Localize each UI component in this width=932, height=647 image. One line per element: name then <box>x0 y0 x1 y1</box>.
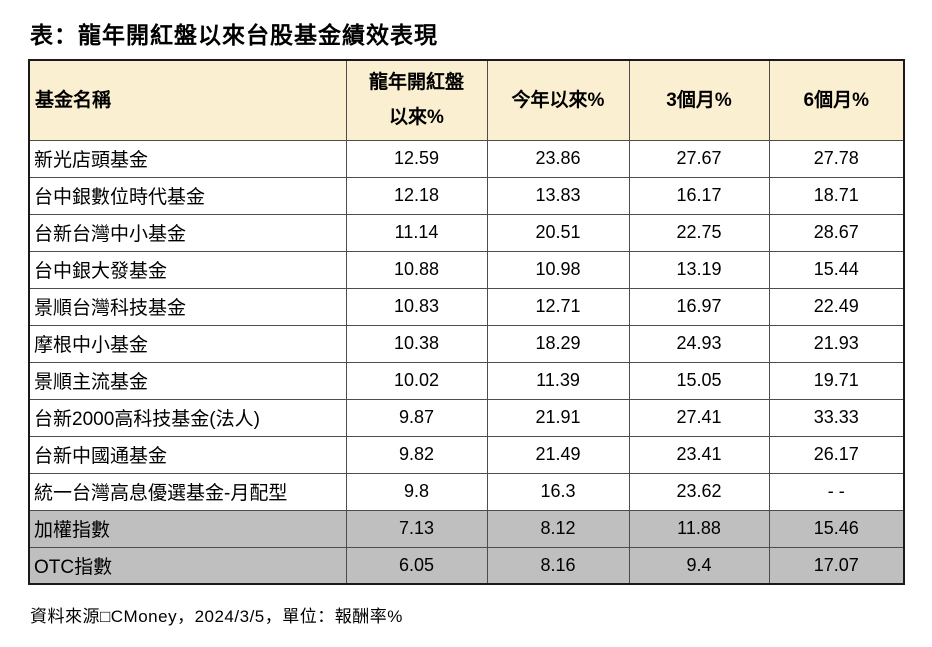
value-cell: 8.12 <box>486 509 630 548</box>
fund-name-cell: 台中銀大發基金 <box>28 250 347 289</box>
table-row: 台中銀數位時代基金 12.18 13.83 16.17 18.71 <box>28 176 905 215</box>
value-cell: 22.75 <box>628 213 770 252</box>
header-row: 基金名稱 龍年開紅盤 以來% 今年以來% 3個月% 6個月% <box>28 59 905 141</box>
value-cell: 22.49 <box>768 287 905 326</box>
value-cell: 13.19 <box>628 250 770 289</box>
value-cell: 16.3 <box>486 472 630 511</box>
value-cell: 12.71 <box>486 287 630 326</box>
value-cell: 10.88 <box>345 250 488 289</box>
value-cell: 12.18 <box>345 176 488 215</box>
value-cell: 21.93 <box>768 324 905 363</box>
value-cell: 11.14 <box>345 213 488 252</box>
index-name-cell: 加權指數 <box>28 509 347 548</box>
value-cell: 10.38 <box>345 324 488 363</box>
table-row: 景順主流基金 10.02 11.39 15.05 19.71 <box>28 361 905 400</box>
fund-performance-table: 基金名稱 龍年開紅盤 以來% 今年以來% 3個月% 6個月% 新光店頭基金 12… <box>28 59 905 585</box>
value-cell: 9.82 <box>345 435 488 474</box>
value-cell: 27.67 <box>628 139 770 178</box>
page-title: 表：龍年開紅盤以來台股基金績效表現 <box>30 22 438 48</box>
value-cell: 10.83 <box>345 287 488 326</box>
header-ytd: 今年以來% <box>486 59 630 141</box>
value-cell: 7.13 <box>345 509 488 548</box>
value-cell: 12.59 <box>345 139 488 178</box>
value-cell: 10.02 <box>345 361 488 400</box>
header-fund-name: 基金名稱 <box>28 59 347 141</box>
page: 表：龍年開紅盤以來台股基金績效表現 基金名稱 龍年開紅盤 以來% 今年以來% 3… <box>28 22 905 626</box>
value-cell: 16.17 <box>628 176 770 215</box>
value-cell: 9.87 <box>345 398 488 437</box>
fund-name-cell: 台新中國通基金 <box>28 435 347 474</box>
table-row: 摩根中小基金 10.38 18.29 24.93 21.93 <box>28 324 905 363</box>
fund-name-cell: 摩根中小基金 <box>28 324 347 363</box>
value-cell: 24.93 <box>628 324 770 363</box>
source-note: 資料來源□CMoney，2024/3/5，單位：報酬率% <box>30 607 403 626</box>
value-cell: 33.33 <box>768 398 905 437</box>
header-3month: 3個月% <box>628 59 770 141</box>
value-cell: 26.17 <box>768 435 905 474</box>
table-header: 基金名稱 龍年開紅盤 以來% 今年以來% 3個月% 6個月% <box>28 59 905 141</box>
value-cell: 11.39 <box>486 361 630 400</box>
value-cell: 18.71 <box>768 176 905 215</box>
table-row: 新光店頭基金 12.59 23.86 27.67 27.78 <box>28 139 905 178</box>
table-row: 台新台灣中小基金 11.14 20.51 22.75 28.67 <box>28 213 905 252</box>
value-cell: 17.07 <box>768 546 905 585</box>
value-cell: 15.05 <box>628 361 770 400</box>
index-name-cell: OTC指數 <box>28 546 347 585</box>
table-body: 新光店頭基金 12.59 23.86 27.67 27.78 台中銀數位時代基金… <box>28 139 905 585</box>
value-cell: 27.78 <box>768 139 905 178</box>
value-cell: 16.97 <box>628 287 770 326</box>
fund-name-cell: 景順台灣科技基金 <box>28 287 347 326</box>
table-row: 台新中國通基金 9.82 21.49 23.41 26.17 <box>28 435 905 474</box>
value-cell: 10.98 <box>486 250 630 289</box>
table-row-otc-index: OTC指數 6.05 8.16 9.4 17.07 <box>28 546 905 585</box>
value-cell: 23.41 <box>628 435 770 474</box>
value-cell: 23.62 <box>628 472 770 511</box>
fund-name-cell: 景順主流基金 <box>28 361 347 400</box>
value-cell: 20.51 <box>486 213 630 252</box>
value-cell: 21.91 <box>486 398 630 437</box>
value-cell: - - <box>768 472 905 511</box>
header-since-dragon-open: 龍年開紅盤 以來% <box>345 59 488 141</box>
value-cell: 9.8 <box>345 472 488 511</box>
fund-name-cell: 台中銀數位時代基金 <box>28 176 347 215</box>
value-cell: 15.44 <box>768 250 905 289</box>
fund-name-cell: 台新台灣中小基金 <box>28 213 347 252</box>
table-row-weighted-index: 加權指數 7.13 8.12 11.88 15.46 <box>28 509 905 548</box>
value-cell: 15.46 <box>768 509 905 548</box>
fund-name-cell: 台新2000高科技基金(法人) <box>28 398 347 437</box>
value-cell: 19.71 <box>768 361 905 400</box>
value-cell: 8.16 <box>486 546 630 585</box>
fund-name-cell: 新光店頭基金 <box>28 139 347 178</box>
value-cell: 11.88 <box>628 509 770 548</box>
table-row: 景順台灣科技基金 10.83 12.71 16.97 22.49 <box>28 287 905 326</box>
value-cell: 23.86 <box>486 139 630 178</box>
value-cell: 13.83 <box>486 176 630 215</box>
value-cell: 18.29 <box>486 324 630 363</box>
value-cell: 9.4 <box>628 546 770 585</box>
value-cell: 21.49 <box>486 435 630 474</box>
table-row: 台新2000高科技基金(法人) 9.87 21.91 27.41 33.33 <box>28 398 905 437</box>
value-cell: 6.05 <box>345 546 488 585</box>
value-cell: 28.67 <box>768 213 905 252</box>
fund-name-cell: 統一台灣高息優選基金-月配型 <box>28 472 347 511</box>
table-row: 統一台灣高息優選基金-月配型 9.8 16.3 23.62 - - <box>28 472 905 511</box>
table-row: 台中銀大發基金 10.88 10.98 13.19 15.44 <box>28 250 905 289</box>
value-cell: 27.41 <box>628 398 770 437</box>
header-6month: 6個月% <box>768 59 905 141</box>
